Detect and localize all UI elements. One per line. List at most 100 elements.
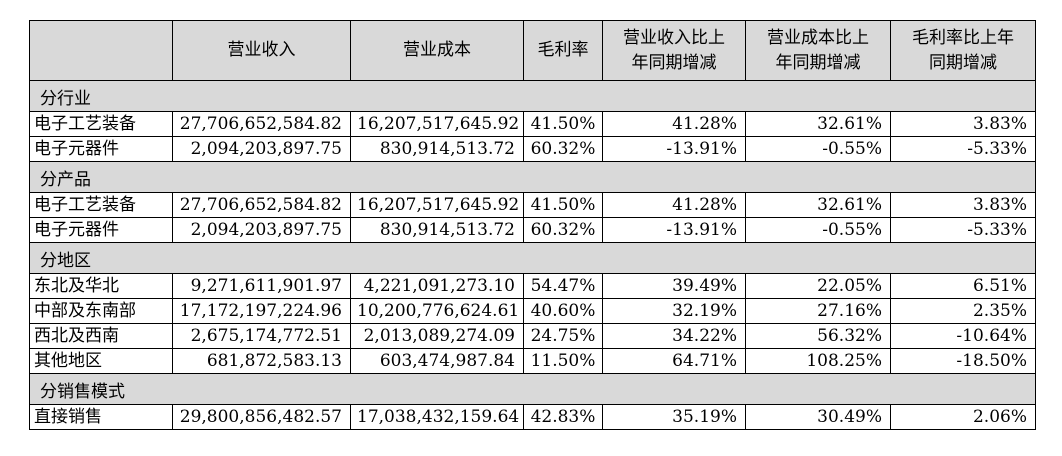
table-cell: -13.91% [602, 136, 746, 162]
table-cell: -13.91% [602, 217, 746, 243]
section-row: 分行业 [29, 80, 1036, 112]
table-cell: 42.83% [523, 404, 603, 430]
header-row: 营业收入 营业成本 毛利率 营业收入比上 年同期增减 营业成本比上 年同期增减 毛利率比上年同… [29, 20, 1036, 81]
table-cell: -5.33% [890, 136, 1036, 162]
section-title: 分地区 [29, 242, 1036, 274]
table-cell: 56.32% [745, 323, 891, 349]
table-row: 直接销售 29,800,856,482.57 17,038,432,159.64 42… [29, 404, 1036, 430]
table-cell: 41.28% [602, 111, 746, 137]
table-cell: 27.16% [745, 298, 891, 324]
column-header-text: 营业成本比上 [767, 27, 869, 48]
column-header-text: 年同期增减 [631, 52, 717, 73]
column-header-text: 年同期增减 [775, 52, 861, 73]
column-header: 营业成本 [350, 20, 524, 81]
column-header-text: 毛利率比上年 [912, 27, 1014, 48]
row-label: 电子工艺装备 [29, 111, 173, 137]
table-row: 中部及东南部 17,172,197,224.96 10,200,776,624.61… [29, 298, 1036, 324]
table-cell: -0.55% [745, 136, 891, 162]
section-title: 分产品 [29, 161, 1036, 193]
row-label: 西北及西南 [29, 323, 173, 349]
row-label: 电子工艺装备 [29, 192, 173, 218]
table-cell: 17,038,432,159.64 [350, 404, 524, 430]
financial-table: 营业收入 营业成本 毛利率 营业收入比上 年同期增减 营业成本比上 年同期增减 毛利率比上年同… [29, 20, 1036, 430]
table-cell: -18.50% [890, 348, 1036, 374]
table-cell: 64.71% [602, 348, 746, 374]
table-cell: 39.49% [602, 273, 746, 299]
column-header: 营业成本比上 年同期增减 [745, 20, 891, 81]
table-cell: 60.32% [523, 136, 603, 162]
table-cell: 2,675,174,772.51 [172, 323, 351, 349]
table-cell: 830,914,513.72 [350, 136, 524, 162]
table-cell: 22.05% [745, 273, 891, 299]
row-label: 电子元器件 [29, 136, 173, 162]
column-header-text: 营业成本 [403, 40, 471, 60]
table-cell: 10,200,776,624.61 [350, 298, 524, 324]
table-cell: -5.33% [890, 217, 1036, 243]
table-cell: 32.61% [745, 111, 891, 137]
table-cell: -0.55% [745, 217, 891, 243]
header-cell-blank [29, 20, 173, 81]
table-cell: 34.22% [602, 323, 746, 349]
column-header-text: 毛利率 [537, 40, 589, 60]
table-cell: 27,706,652,584.82 [172, 192, 351, 218]
column-header-text: 营业收入 [227, 40, 296, 60]
section-title: 分行业 [29, 80, 1036, 112]
table-cell: 27,706,652,584.82 [172, 111, 351, 137]
table-row: 其他地区 681,872,583.13 603,474,987.84 11.50% 64… [29, 348, 1036, 374]
table-cell: 3.83% [890, 192, 1036, 218]
table-body: 分行业 电子工艺装备 27,706,652,584.82 16,207,517,645… [29, 80, 1036, 430]
section-row: 分产品 [29, 161, 1036, 193]
table-row: 电子元器件 2,094,203,897.75 830,914,513.72 60.32… [29, 136, 1036, 162]
row-label: 中部及东南部 [29, 298, 173, 324]
table-cell: 17,172,197,224.96 [172, 298, 351, 324]
table-cell: 54.47% [523, 273, 603, 299]
row-label: 其他地区 [29, 348, 173, 374]
table-cell: 30.49% [745, 404, 891, 430]
table-cell: 2,094,203,897.75 [172, 217, 351, 243]
table-cell: 32.19% [602, 298, 746, 324]
column-header: 营业收入 [172, 20, 351, 81]
table-cell: 41.28% [602, 192, 746, 218]
table-cell: 24.75% [523, 323, 603, 349]
table-cell: 41.50% [523, 192, 603, 218]
row-label: 东北及华北 [29, 273, 173, 299]
table-cell: 41.50% [523, 111, 603, 137]
table-cell: 2.06% [890, 404, 1036, 430]
column-header-text: 同期增减 [929, 52, 997, 73]
section-row: 分销售模式 [29, 373, 1036, 405]
row-label: 电子元器件 [29, 217, 173, 243]
table-cell: 35.19% [602, 404, 746, 430]
table-row: 电子工艺装备 27,706,652,584.82 16,207,517,645.92… [29, 111, 1036, 137]
table-cell: 108.25% [745, 348, 891, 374]
column-header: 毛利率 [523, 20, 603, 81]
table-header: 营业收入 营业成本 毛利率 营业收入比上 年同期增减 营业成本比上 年同期增减 毛利率比上年同… [29, 20, 1036, 81]
table-cell: 9,271,611,901.97 [172, 273, 351, 299]
table-row: 西北及西南 2,675,174,772.51 2,013,089,274.09 24.… [29, 323, 1036, 349]
table-cell: 2.35% [890, 298, 1036, 324]
column-header: 毛利率比上年 同期增减 [890, 20, 1036, 81]
table-row: 电子工艺装备 27,706,652,584.82 16,207,517,645.92… [29, 192, 1036, 218]
table-cell: 3.83% [890, 111, 1036, 137]
table-cell: 6.51% [890, 273, 1036, 299]
table-cell: 681,872,583.13 [172, 348, 351, 374]
table-cell: 60.32% [523, 217, 603, 243]
table-cell: 16,207,517,645.92 [350, 192, 524, 218]
section-row: 分地区 [29, 242, 1036, 274]
table-cell: 11.50% [523, 348, 603, 374]
table-cell: -10.64% [890, 323, 1036, 349]
column-header-text: 营业收入比上 [623, 27, 725, 48]
table-cell: 40.60% [523, 298, 603, 324]
table-cell: 603,474,987.84 [350, 348, 524, 374]
section-title: 分销售模式 [29, 373, 1036, 405]
table-row: 电子元器件 2,094,203,897.75 830,914,513.72 60.32… [29, 217, 1036, 243]
column-header: 营业收入比上 年同期增减 [602, 20, 746, 81]
table-cell: 29,800,856,482.57 [172, 404, 351, 430]
table-cell: 830,914,513.72 [350, 217, 524, 243]
table-cell: 16,207,517,645.92 [350, 111, 524, 137]
table-cell: 2,094,203,897.75 [172, 136, 351, 162]
table-cell: 4,221,091,273.10 [350, 273, 524, 299]
table-cell: 2,013,089,274.09 [350, 323, 524, 349]
table-cell: 32.61% [745, 192, 891, 218]
row-label: 直接销售 [29, 404, 173, 430]
table-row: 东北及华北 9,271,611,901.97 4,221,091,273.10 54.… [29, 273, 1036, 299]
